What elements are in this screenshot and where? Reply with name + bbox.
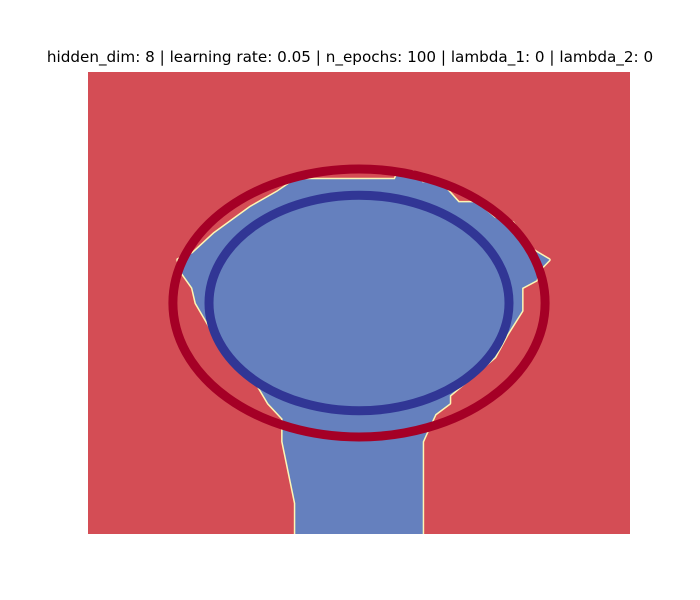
data-circles	[168, 164, 550, 442]
data-circle-2	[204, 190, 514, 416]
chart-title: hidden_dim: 8 | learning rate: 0.05 | n_…	[46, 48, 654, 66]
data-circle-1	[168, 164, 550, 442]
